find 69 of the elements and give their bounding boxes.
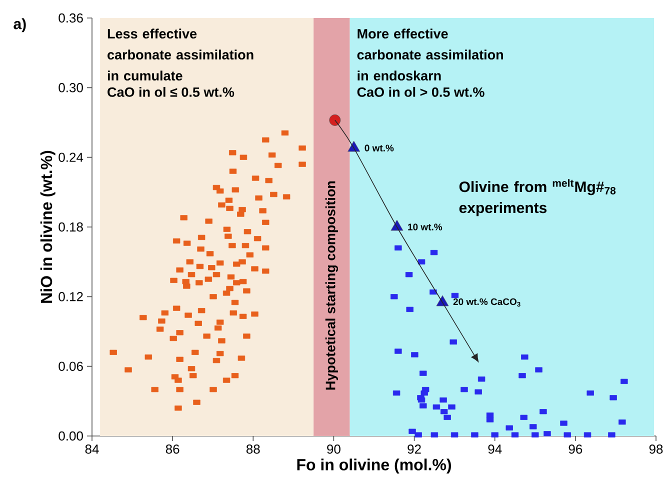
band-label: Less effective carbonate assimilation in cumulate bbox=[108, 28, 254, 81]
point bbox=[608, 432, 616, 438]
annotation: 20 wt.% CaCO$_{3}$ bbox=[453, 298, 520, 307]
x-tick-label: 98 bbox=[649, 444, 663, 454]
band-label: Hypotetical starting composition bbox=[325, 181, 338, 390]
point bbox=[430, 250, 438, 256]
point bbox=[610, 395, 617, 400]
point bbox=[560, 420, 568, 426]
point bbox=[408, 428, 416, 434]
point bbox=[564, 432, 571, 438]
point bbox=[444, 414, 451, 420]
y-tick-label: 0.36 bbox=[58, 13, 83, 23]
point bbox=[420, 403, 427, 408]
point bbox=[620, 378, 628, 384]
y-tick-label: 0.24 bbox=[58, 152, 84, 162]
point bbox=[535, 367, 542, 372]
y-tick-label: 0.00 bbox=[58, 431, 83, 441]
point bbox=[406, 306, 414, 312]
x-tick-label: 96 bbox=[568, 444, 582, 454]
annotation: 10 wt.% bbox=[408, 224, 442, 230]
point bbox=[532, 432, 539, 438]
point bbox=[474, 389, 482, 394]
annotation: 0 wt.% bbox=[364, 144, 394, 152]
point bbox=[544, 431, 551, 436]
x-tick-label: 86 bbox=[166, 444, 180, 454]
point bbox=[448, 404, 456, 410]
x-tick-label: 88 bbox=[246, 444, 260, 454]
point bbox=[460, 386, 468, 392]
point bbox=[451, 292, 459, 298]
text: a) bbox=[14, 18, 26, 32]
point bbox=[450, 339, 457, 345]
point bbox=[518, 373, 526, 378]
point bbox=[418, 397, 426, 403]
point bbox=[521, 354, 528, 360]
point bbox=[540, 409, 547, 414]
point bbox=[420, 370, 427, 376]
point bbox=[440, 409, 448, 414]
point bbox=[414, 432, 422, 438]
point bbox=[586, 390, 594, 396]
x-tick-label: 84 bbox=[85, 444, 99, 454]
y-tick-label: 0.30 bbox=[58, 83, 83, 92]
y-tick-label: 0.06 bbox=[58, 362, 83, 371]
band-label: More effective carbonate assimilation in endoskarn bbox=[357, 28, 504, 81]
point bbox=[491, 432, 498, 438]
y-tick-label: 0.18 bbox=[58, 222, 83, 232]
annotation: CaO in ol ≤ 0.5 wt.% bbox=[108, 86, 234, 97]
point bbox=[432, 404, 440, 410]
x-tick-label: 90 bbox=[327, 444, 340, 454]
point bbox=[430, 289, 437, 295]
point bbox=[420, 390, 428, 396]
text: Olivine from $^{melt}$Mg#$_{78}$ experiments bbox=[459, 179, 616, 216]
annotation: CaO in ol > 0.5 wt.% bbox=[357, 86, 484, 97]
point bbox=[530, 424, 537, 430]
x-tick-label: 92 bbox=[408, 444, 421, 454]
point bbox=[440, 397, 447, 403]
x-tick-label: 94 bbox=[488, 444, 502, 454]
point bbox=[411, 352, 418, 358]
point bbox=[392, 390, 400, 396]
point bbox=[329, 114, 341, 126]
y-axis-title: NiO in olivine (wt.%) bbox=[40, 150, 56, 303]
point bbox=[618, 419, 626, 425]
point bbox=[520, 414, 528, 420]
y-tick-label: 0.12 bbox=[58, 292, 83, 302]
point bbox=[390, 294, 398, 300]
x-axis-title: Fo in olivine (mol.%) bbox=[297, 458, 451, 474]
point bbox=[394, 348, 402, 354]
point bbox=[506, 425, 513, 430]
point bbox=[471, 432, 478, 438]
point bbox=[394, 245, 402, 250]
